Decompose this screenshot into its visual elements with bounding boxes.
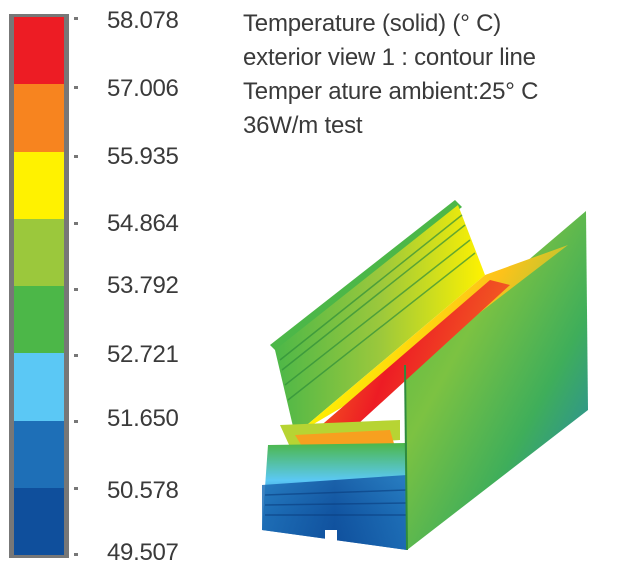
title-line-ambient: Temper ature ambient:25° C <box>243 78 539 105</box>
scale-tick <box>74 487 78 490</box>
scale-label: 52.721 <box>107 341 179 368</box>
scale-band-7 <box>14 420 64 488</box>
scale-label: 50.578 <box>107 477 179 504</box>
scale-label-min: 49.507 <box>107 539 179 566</box>
scale-tick <box>74 222 78 225</box>
title-line-view: exterior view 1 : contour line <box>243 44 536 71</box>
title-line-test: 36W/m test <box>243 112 363 139</box>
scale-label: 51.650 <box>107 405 179 432</box>
scale-band-6 <box>14 353 64 421</box>
temperature-color-scale <box>9 14 69 558</box>
scale-label: 57.006 <box>107 75 179 102</box>
scale-band-4 <box>14 218 64 286</box>
scale-tick <box>74 354 78 357</box>
title-line-quantity: Temperature (solid) (° C) <box>243 10 501 37</box>
scale-band-2 <box>14 84 64 152</box>
scale-tick <box>74 420 78 423</box>
scale-tick <box>74 553 78 556</box>
scale-band-3 <box>14 151 64 219</box>
scale-label: 53.792 <box>107 272 179 299</box>
scale-label-max: 58.078 <box>107 7 179 34</box>
thermal-profile-render <box>262 200 588 551</box>
scale-tick <box>74 86 78 89</box>
scale-label: 55.935 <box>107 143 179 170</box>
scale-tick <box>74 288 78 291</box>
scale-band-5 <box>14 286 64 354</box>
scale-band-8 <box>14 487 64 555</box>
scale-tick <box>74 17 78 20</box>
scale-band-1 <box>14 17 64 85</box>
simulation-title: Temperature (solid) (° C) exterior view … <box>243 7 613 143</box>
scale-label: 54.864 <box>107 210 179 237</box>
scale-tick <box>74 155 78 158</box>
